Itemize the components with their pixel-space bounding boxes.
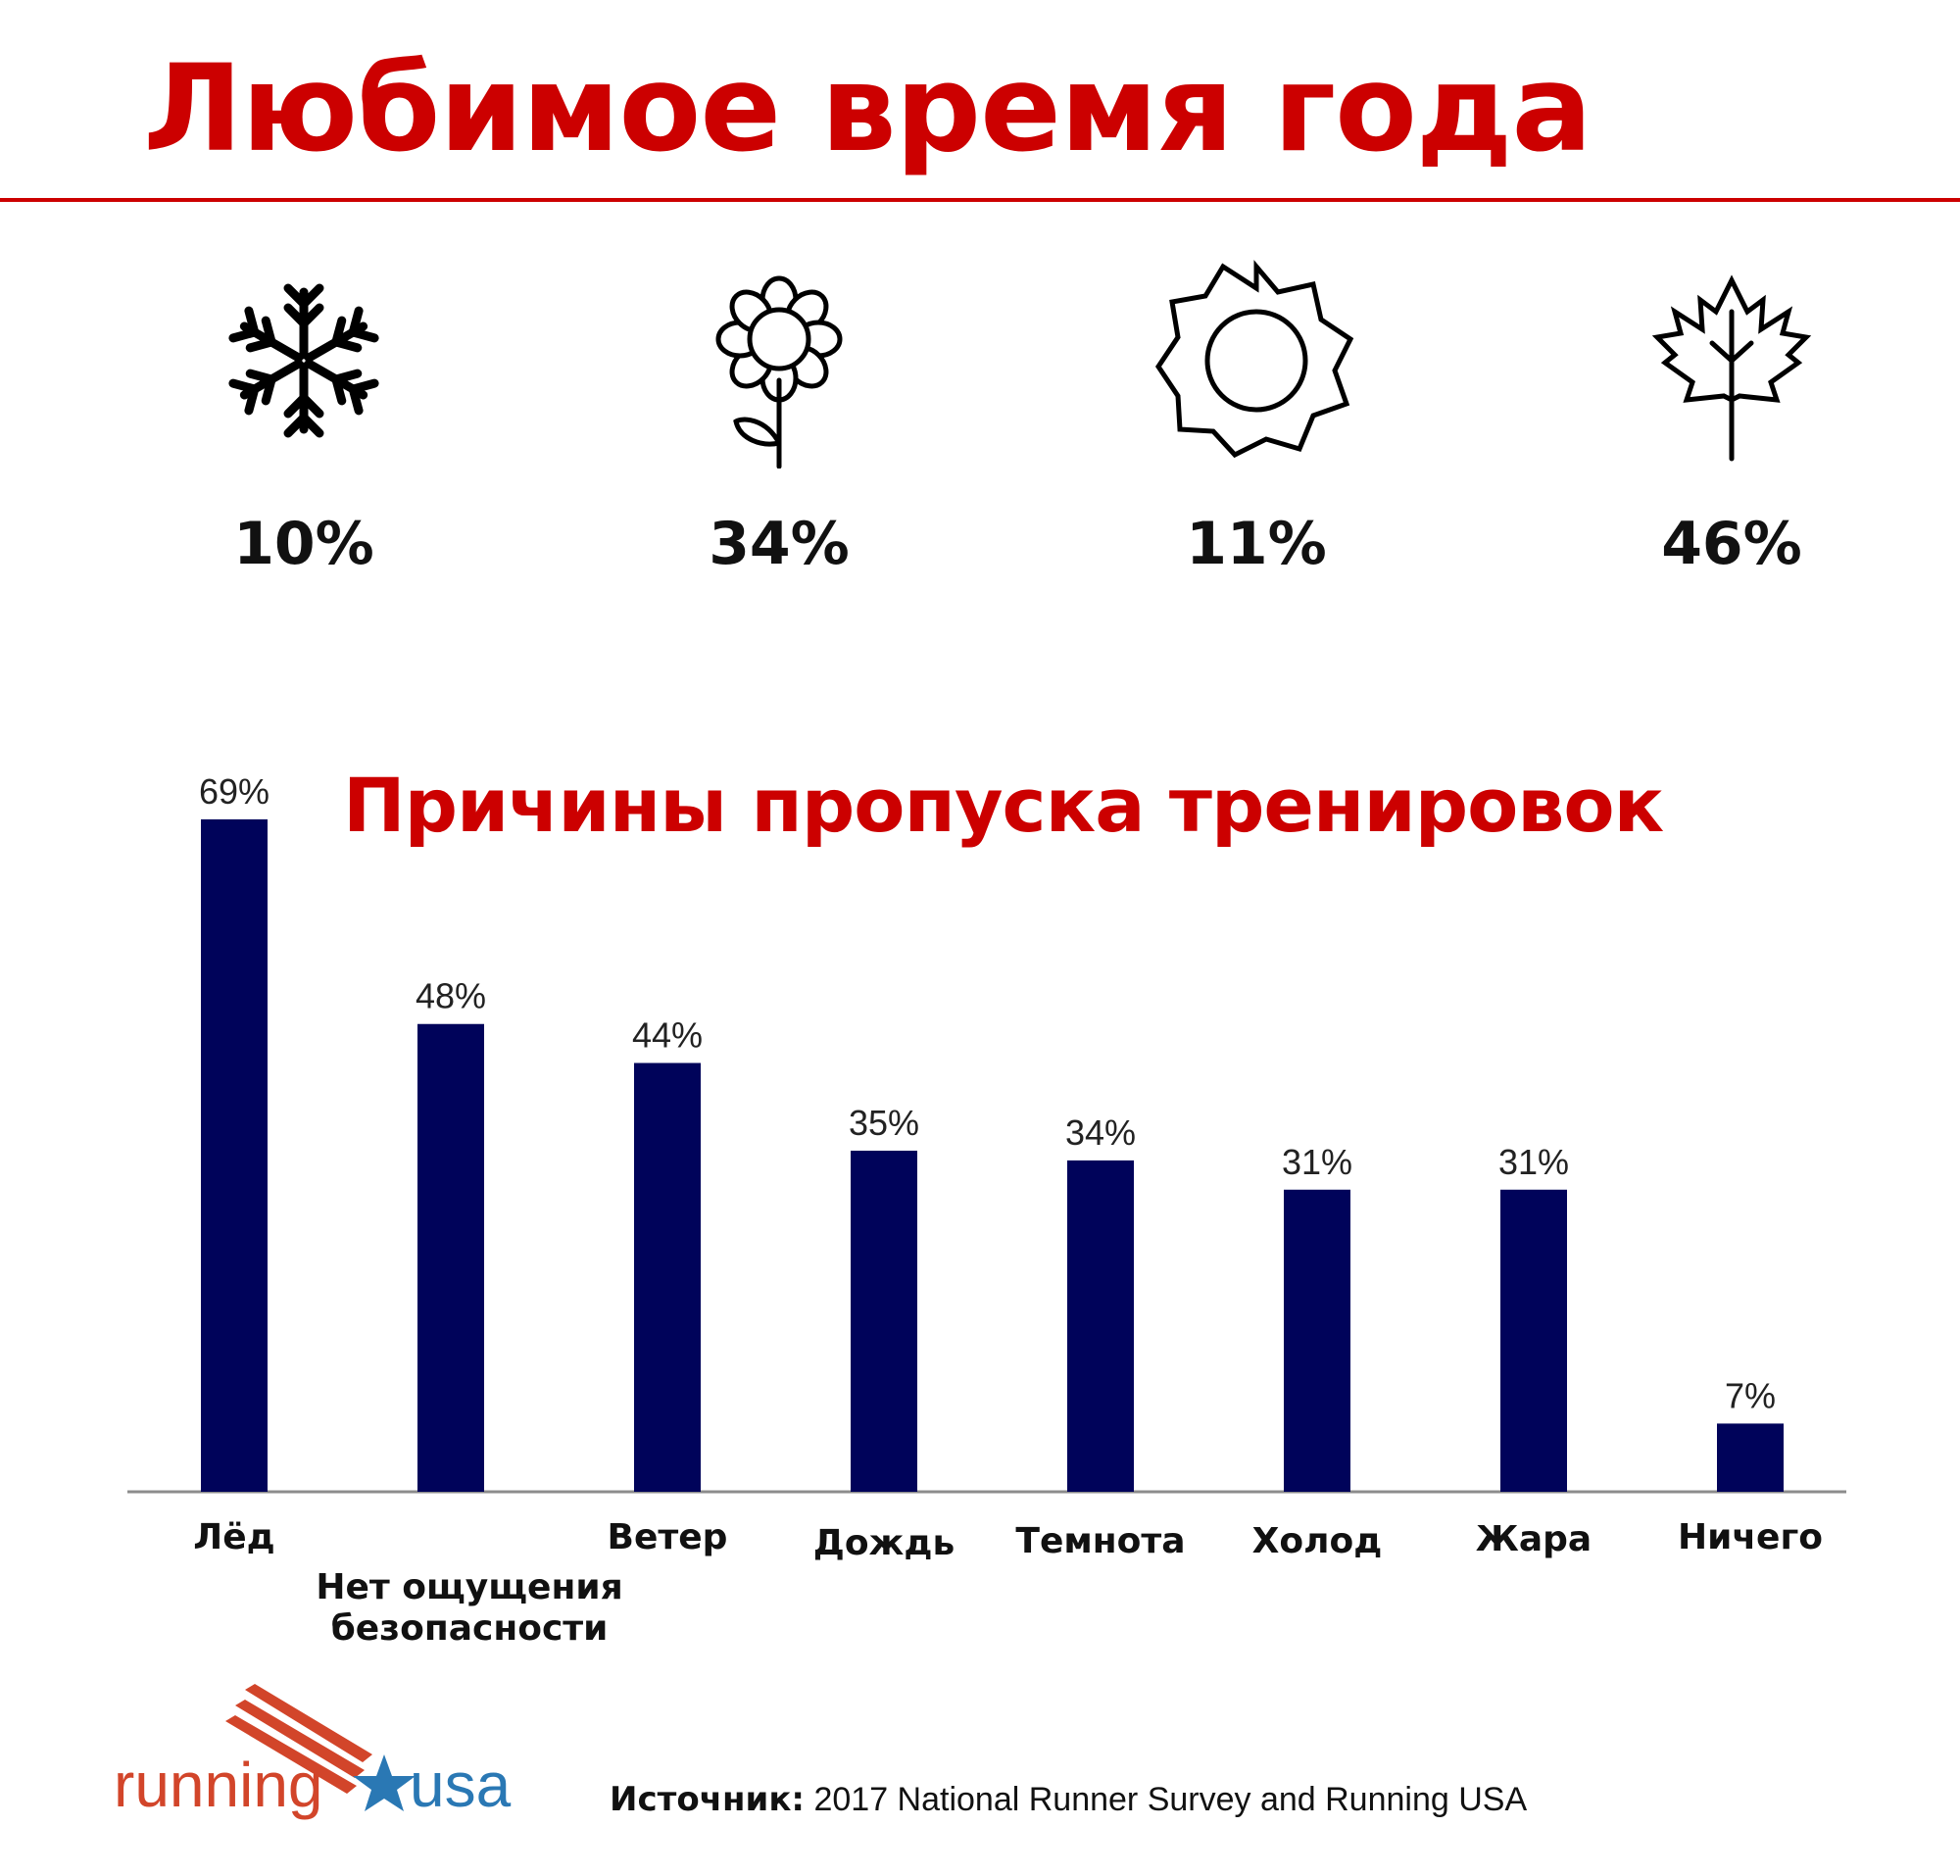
snowflake-icon bbox=[196, 283, 412, 469]
season-spring: 34% bbox=[632, 253, 926, 578]
bar-value-label: 31% bbox=[1498, 1142, 1569, 1182]
source-label: Источник: bbox=[610, 1780, 806, 1819]
bar-8 bbox=[1717, 1423, 1784, 1492]
source-text: 2017 National Runner Survey and Running … bbox=[805, 1781, 1528, 1818]
season-summer: 11% bbox=[1109, 253, 1403, 578]
logo-usa-text: usa bbox=[410, 1750, 512, 1820]
chart-title: Причины пропуска тренировок bbox=[343, 762, 1664, 849]
category-label: Холод bbox=[1252, 1521, 1383, 1561]
season-autumn: 46% bbox=[1585, 253, 1879, 578]
bar-value-label: 35% bbox=[849, 1103, 919, 1143]
bar-value-label: 69% bbox=[199, 771, 270, 812]
category-label: Ветер bbox=[608, 1517, 728, 1557]
bar-4 bbox=[851, 1151, 917, 1492]
season-winter: 10% bbox=[157, 253, 451, 578]
sun-icon bbox=[1154, 260, 1354, 459]
category-label: Жара bbox=[1476, 1519, 1592, 1559]
maple-leaf-icon bbox=[1651, 274, 1812, 462]
running-usa-logo: running usa bbox=[108, 1684, 539, 1831]
flower-icon bbox=[671, 275, 887, 469]
logo-running-text: running bbox=[114, 1750, 323, 1820]
bar-value-label: 48% bbox=[416, 976, 486, 1016]
season-spring-value: 34% bbox=[709, 510, 850, 578]
title-divider bbox=[0, 198, 1960, 202]
bar-value-label: 31% bbox=[1282, 1142, 1352, 1182]
bar-6 bbox=[1284, 1189, 1350, 1492]
bar-2 bbox=[417, 1023, 484, 1492]
category-label: Темнота bbox=[1015, 1521, 1185, 1561]
bar-value-label: 44% bbox=[632, 1015, 703, 1056]
bar-5 bbox=[1067, 1160, 1134, 1492]
category-label: Лёд bbox=[193, 1517, 274, 1557]
season-summer-value: 11% bbox=[1186, 510, 1327, 578]
category-label: Дождь bbox=[813, 1523, 955, 1563]
page-title: Любимое время года bbox=[143, 39, 1592, 178]
bar-value-label: 7% bbox=[1725, 1375, 1776, 1415]
bar-value-label: 34% bbox=[1065, 1112, 1136, 1153]
season-autumn-value: 46% bbox=[1661, 510, 1802, 578]
bar-7 bbox=[1500, 1189, 1567, 1492]
season-winter-value: 10% bbox=[233, 510, 374, 578]
source-note: Источник: 2017 National Runner Survey an… bbox=[610, 1778, 1527, 1821]
category-label: Ничего bbox=[1678, 1517, 1823, 1557]
bar-1 bbox=[201, 818, 268, 1492]
logo-graphic bbox=[225, 1684, 416, 1811]
category-label: Нет ощущения bbox=[316, 1567, 622, 1607]
category-label: безопасности bbox=[331, 1608, 609, 1649]
bar-3 bbox=[634, 1062, 701, 1492]
